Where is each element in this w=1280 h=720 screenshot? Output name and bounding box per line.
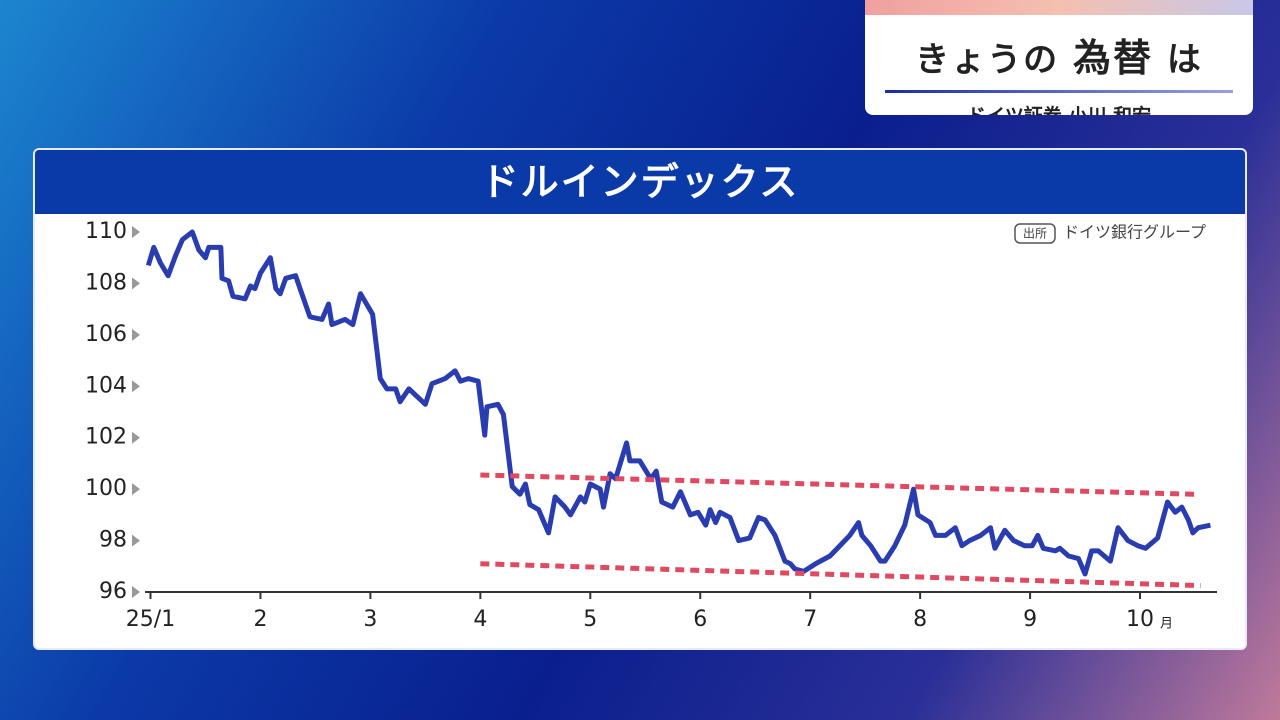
x-tick-label: 2 [253,607,267,632]
chart-panel: ドルインデックス [33,148,1247,650]
program-card: きょうの 為替 は ドイツ証券 小川 和宏 [865,0,1253,115]
x-tick-label: 3 [363,607,377,632]
source-box [1014,223,1056,244]
y-tick-mark [132,483,140,496]
x-tick-label: 5 [583,607,597,632]
y-tick-label: 102 [85,425,127,450]
y-tick-mark [132,380,140,393]
y-tick-label: 98 [99,528,127,553]
source-tag: 出所 [1023,227,1047,241]
x-tick-label: 9 [1023,607,1037,632]
data-line [145,229,1211,577]
card-rule [885,90,1233,93]
y-tick-label: 100 [85,476,127,501]
trend-line [480,561,1201,589]
y-tick-label: 104 [85,373,127,398]
y-tick-mark [132,226,140,238]
chart-title: ドルインデックス [35,150,1245,214]
y-tick-label: 96 [99,579,127,604]
y-tick-mark [132,277,140,290]
x-tick-label: 7 [803,607,817,632]
y-tick-label: 110 [85,219,127,244]
title-part: きょうの [915,40,1060,80]
y-tick-mark [132,586,140,598]
y-tick-label: 106 [85,322,127,347]
x-tick-label: 25/1 [126,607,175,632]
title-part: は [1166,40,1203,80]
x-tick-label: 8 [913,607,927,632]
x-tick-label: 10 [1126,607,1154,632]
y-tick-mark [132,328,140,341]
source: ドイツ銀行グループ [1063,223,1206,242]
y-tick-mark [132,431,140,444]
x-tick-label: 4 [473,607,487,632]
y-tick-mark [132,534,140,547]
x-tick-label: 6 [693,607,707,632]
card-title: きょうの 為替 は [865,27,1253,82]
y-tick-label: 108 [85,270,127,295]
card-subtitle: ドイツ証券 小川 和宏 [865,101,1253,115]
x-unit: 月 [1160,617,1173,632]
card-strip [865,0,1253,15]
title-part: 為替 [1072,36,1153,80]
